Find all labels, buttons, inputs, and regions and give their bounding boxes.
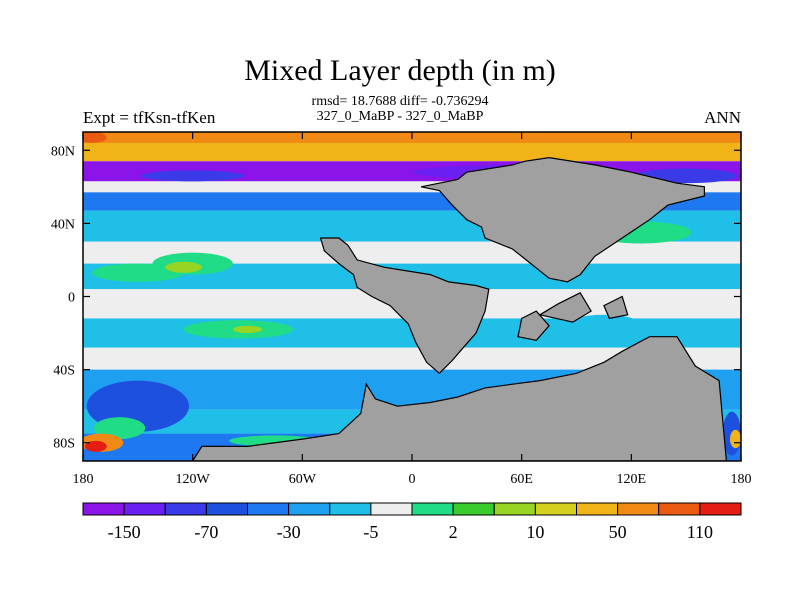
x-tick-label-5: 120E bbox=[617, 472, 647, 487]
field-patch-3 bbox=[83, 132, 107, 143]
field-patch-6 bbox=[165, 261, 202, 273]
zonal-band-3 bbox=[83, 181, 741, 193]
x-tick-label-1: 120W bbox=[176, 472, 211, 487]
land-mask bbox=[191, 156, 728, 461]
colorbar-label-5: 10 bbox=[526, 522, 544, 542]
colorbar: -150 -70 -30 -5 2 10 50 110 bbox=[82, 502, 742, 542]
x-axis: 180 120W 60W 0 60E 120E 180 bbox=[73, 132, 752, 487]
colorbar-box-0 bbox=[82, 502, 125, 516]
colorbar-box-7 bbox=[370, 502, 413, 516]
colorbar-box-5 bbox=[288, 502, 331, 516]
colorbar-box-13 bbox=[617, 502, 660, 516]
x-tick-label-3: 0 bbox=[409, 472, 416, 487]
y-axis: 80N 40N 0 40S 80S bbox=[51, 144, 741, 452]
colorbar-label-4: 2 bbox=[449, 522, 458, 542]
subtitle-text: 327_0_MaBP - 327_0_MaBP bbox=[316, 109, 484, 124]
zonal-band-10 bbox=[83, 347, 741, 370]
y-tick-label-4: 80S bbox=[53, 437, 75, 452]
x-tick-label-4: 60E bbox=[510, 472, 533, 487]
colorbar-box-1 bbox=[123, 502, 166, 516]
land-mass-5 bbox=[603, 295, 629, 320]
colorbar-box-14 bbox=[658, 502, 701, 516]
season-label: ANN bbox=[704, 108, 741, 127]
stats-block: rmsd= 18.7688 diff= -0.736294 327_0_MaBP… bbox=[0, 94, 800, 124]
colorbar-label-7: 110 bbox=[687, 522, 713, 542]
land-mass-1 bbox=[319, 237, 490, 375]
colorbar-label-0: -150 bbox=[108, 522, 141, 542]
y-tick-label-0: 80N bbox=[51, 144, 75, 159]
colorbar-label-3: -5 bbox=[363, 522, 378, 542]
field-patch-18 bbox=[567, 314, 641, 334]
land-mass-2 bbox=[191, 336, 728, 461]
y-tick-label-3: 40S bbox=[53, 364, 75, 379]
colorbar-box-2 bbox=[164, 502, 207, 516]
colorbar-label-2: -30 bbox=[277, 522, 301, 542]
field-patch-8 bbox=[232, 325, 263, 334]
field-patch-17 bbox=[730, 429, 741, 449]
colorbar-label-6: 50 bbox=[609, 522, 627, 542]
x-tick-label-2: 60W bbox=[289, 472, 317, 487]
colorbar-box-8 bbox=[411, 502, 454, 516]
y-tick-label-2: 0 bbox=[68, 291, 75, 306]
land-mass-3 bbox=[517, 310, 550, 342]
field-patch-14 bbox=[84, 440, 107, 452]
chart-title: Mixed Layer depth (in m) bbox=[244, 54, 556, 87]
zonal-band-1 bbox=[83, 142, 741, 162]
land-mass-4 bbox=[538, 292, 592, 323]
field-patch-12 bbox=[93, 417, 146, 440]
x-tick-label-6: 180 bbox=[731, 472, 752, 487]
y-tick-label-1: 40N bbox=[51, 217, 75, 232]
x-tick-label-0: 180 bbox=[73, 472, 94, 487]
land-mass-0 bbox=[420, 156, 706, 283]
colorbar-box-11 bbox=[534, 502, 577, 516]
colorbar-box-9 bbox=[452, 502, 495, 516]
colorbar-box-6 bbox=[329, 502, 372, 516]
colorbar-box-10 bbox=[493, 502, 536, 516]
colorbar-box-15 bbox=[699, 502, 742, 516]
colorbar-box-12 bbox=[576, 502, 619, 516]
field-patch-2 bbox=[141, 170, 244, 182]
stats-text: rmsd= 18.7688 diff= -0.736294 bbox=[311, 94, 489, 109]
colorbar-box-4 bbox=[247, 502, 290, 516]
experiment-label: Expt = tfKsn-tfKen bbox=[83, 108, 216, 127]
colorbar-label-1: -70 bbox=[194, 522, 218, 542]
colorbar-box-3 bbox=[205, 502, 248, 516]
